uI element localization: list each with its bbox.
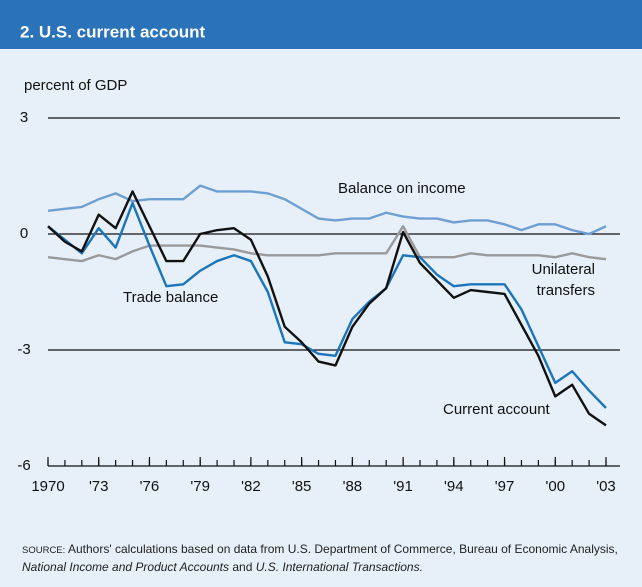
y-tick-label: 0 (20, 225, 28, 242)
x-tick-label: '82 (241, 478, 261, 495)
series-label: Balance on income (338, 180, 466, 197)
header-bar (0, 0, 642, 49)
x-tick-label: '97 (495, 478, 515, 495)
source-note: SOURCE: Authors' calculations based on d… (22, 541, 622, 576)
series-line (47, 184, 607, 236)
source-label: SOURCE: (22, 545, 66, 556)
source-text: and (229, 560, 256, 574)
y-axis-label: percent of GDP (24, 77, 127, 94)
x-tick-label: '03 (596, 478, 616, 495)
series-label: Trade balance (123, 289, 219, 306)
series-line (47, 190, 607, 427)
series-line (47, 201, 607, 409)
y-tick-label: 3 (20, 109, 28, 126)
x-tick-label: '76 (140, 478, 160, 495)
source-text: National Income and Product Accounts (22, 560, 230, 574)
x-tick-label: '91 (393, 478, 413, 495)
x-tick-label: '00 (545, 478, 565, 495)
x-tick-label: '88 (343, 478, 363, 495)
y-tick-label: -6 (17, 457, 30, 474)
source-text: Authors' calculations based on data from… (65, 542, 618, 556)
source-text: U.S. International Transactions. (255, 560, 423, 574)
x-tick-label: '94 (444, 478, 464, 495)
x-tick-label: '73 (89, 478, 109, 495)
series-label: Current account (443, 401, 550, 418)
chart-title: 2. U.S. current account (20, 22, 205, 41)
series-line (47, 225, 607, 263)
x-tick-label: '79 (190, 478, 210, 495)
series-label: Unilateral transfers (531, 261, 595, 299)
x-tick-label: '85 (292, 478, 312, 495)
y-tick-label: -3 (17, 341, 30, 358)
x-tick-label: 1970 (31, 478, 64, 495)
